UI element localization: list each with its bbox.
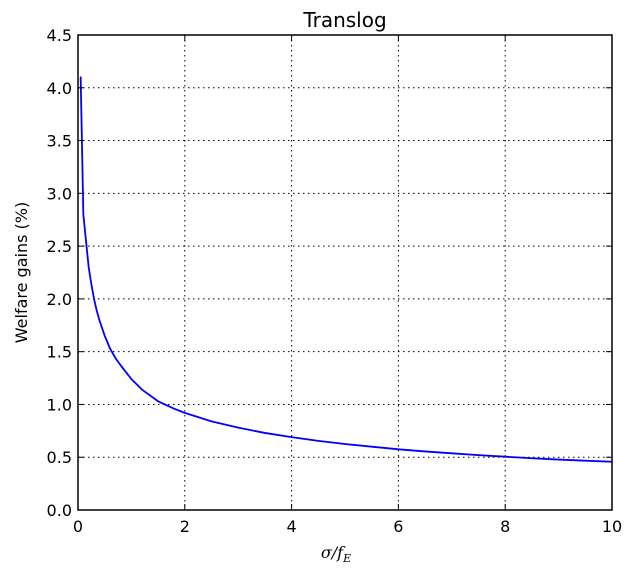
- x-tick-label-1: 2: [180, 517, 190, 536]
- y-tick-label-5: 2.5: [47, 237, 72, 256]
- x-axis-title-subscript: E: [342, 552, 351, 565]
- series-line-0: [79, 76, 613, 463]
- y-tick-label-1: 0.5: [47, 448, 72, 467]
- y-tick-label-7: 3.5: [47, 132, 72, 151]
- x-tick-label-5: 10: [602, 517, 622, 536]
- y-tick-label-2: 1.0: [47, 395, 72, 414]
- axis-labels: 0 2 4 6 8 10 0.0 0.5 1.0 1.5 2.0 2.5 3.0 3.5 4.0 4.5: [47, 26, 623, 536]
- y-tick-label-9: 4.5: [47, 26, 72, 45]
- x-tick-label-0: 0: [73, 517, 83, 536]
- x-tick-label-4: 8: [500, 517, 510, 536]
- plot-frame: [77, 34, 613, 511]
- grid-lines: [78, 35, 612, 510]
- chart-title: Translog: [302, 8, 386, 32]
- x-tick-label-2: 4: [287, 517, 297, 536]
- y-tick-label-6: 3.0: [47, 184, 72, 203]
- axis-ticks: [77, 34, 613, 511]
- x-tick-label-3: 6: [393, 517, 403, 536]
- x-axis-title: σ/fE: [321, 543, 351, 565]
- y-tick-label-3: 1.5: [47, 343, 72, 362]
- y-tick-label-0: 0.0: [47, 501, 72, 520]
- y-tick-label-8: 4.0: [47, 79, 72, 98]
- series-layer: [79, 76, 613, 463]
- x-axis-title-main: σ/f: [321, 543, 346, 562]
- y-axis-title: Welfare gains (%): [12, 202, 31, 343]
- y-tick-label-4: 2.0: [47, 290, 72, 309]
